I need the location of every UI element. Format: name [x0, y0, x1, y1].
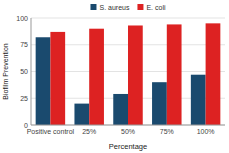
- legend-swatch: [137, 4, 143, 10]
- legend: S. aureus E. coli: [90, 4, 165, 11]
- bar: [74, 104, 89, 125]
- x-tick-label: 50%: [121, 128, 135, 135]
- y-axis-line: [31, 18, 32, 125]
- y-tick-label: 75: [20, 41, 28, 48]
- bars: [36, 23, 221, 125]
- legend-label: E. coli: [146, 4, 166, 11]
- legend-label: S. aureus: [99, 4, 129, 11]
- bar: [89, 29, 104, 125]
- bar: [113, 94, 128, 125]
- grid-line: [31, 18, 225, 19]
- x-axis-line: [31, 125, 225, 126]
- x-tick-label: 75%: [160, 128, 174, 135]
- bar: [36, 37, 51, 125]
- y-tick-label: 100: [16, 15, 28, 22]
- bar: [206, 23, 221, 125]
- y-tick-label: 25: [20, 95, 28, 102]
- x-tick-label: 100%: [197, 128, 215, 135]
- bar: [152, 82, 167, 125]
- bar: [167, 24, 182, 125]
- x-tick-label: Positive control: [27, 128, 75, 135]
- x-axis-label: Percentage: [109, 142, 147, 151]
- y-axis-label: Biofilm Prevention: [2, 43, 9, 100]
- bar: [191, 75, 206, 125]
- grid-line: [31, 125, 225, 126]
- chart: 0255075100Positive control25%50%75%100%P…: [0, 0, 229, 153]
- bar: [50, 32, 65, 125]
- bar: [128, 25, 143, 125]
- x-tick-label: 25%: [82, 128, 96, 135]
- y-tick-label: 50: [20, 68, 28, 75]
- legend-swatch: [90, 4, 96, 10]
